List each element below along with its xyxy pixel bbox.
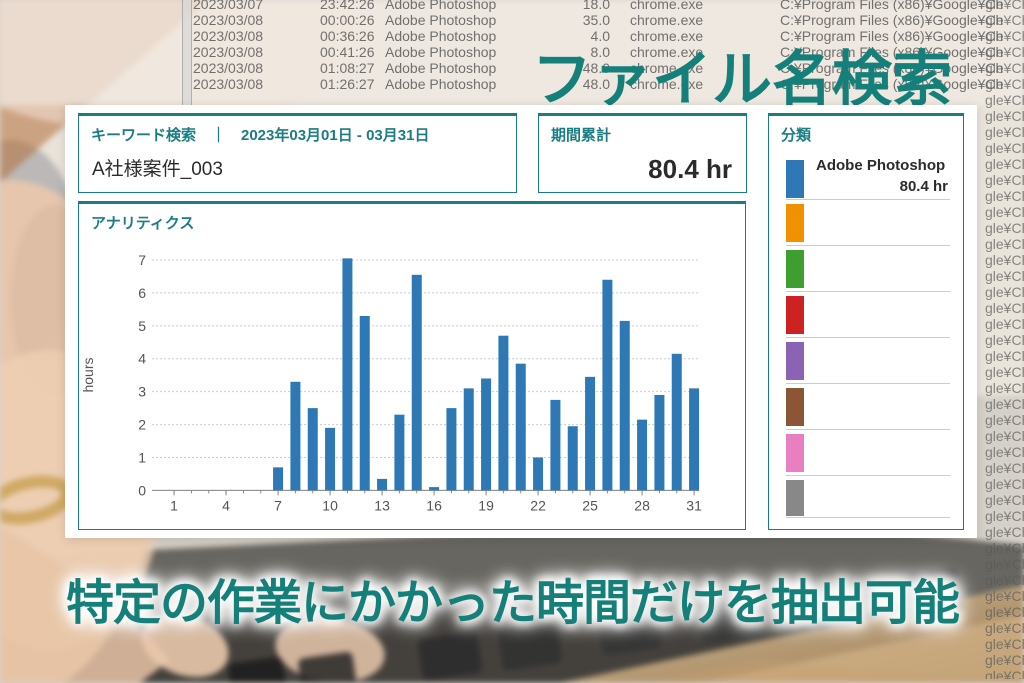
svg-text:10: 10	[322, 497, 338, 513]
svg-text:19: 19	[478, 497, 494, 513]
svg-text:28: 28	[634, 497, 650, 513]
svg-text:5: 5	[138, 318, 146, 334]
svg-text:16: 16	[426, 497, 442, 513]
svg-text:1: 1	[170, 497, 178, 513]
svg-text:31: 31	[686, 497, 702, 513]
svg-text:25: 25	[582, 497, 598, 513]
svg-text:hours: hours	[80, 357, 96, 392]
svg-text:2: 2	[138, 417, 146, 433]
svg-text:6: 6	[138, 285, 146, 301]
svg-text:7: 7	[138, 252, 146, 268]
svg-text:13: 13	[374, 497, 390, 513]
svg-text:4: 4	[222, 497, 230, 513]
svg-text:3: 3	[138, 384, 146, 400]
svg-text:22: 22	[530, 497, 546, 513]
svg-text:7: 7	[274, 497, 282, 513]
svg-text:0: 0	[138, 482, 146, 498]
svg-text:4: 4	[138, 351, 146, 367]
svg-text:1: 1	[138, 449, 146, 465]
